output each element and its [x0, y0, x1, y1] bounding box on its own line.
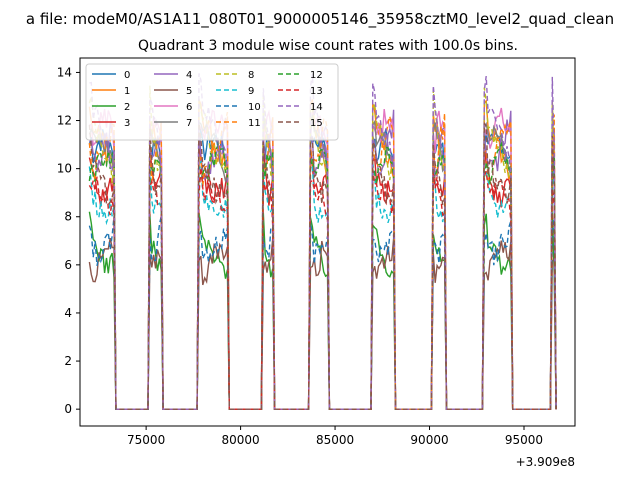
- legend-label-14: 14: [310, 102, 323, 113]
- y-tick-label: 4: [64, 306, 72, 320]
- y-tick-label: 6: [64, 258, 72, 272]
- legend-label-12: 12: [310, 70, 323, 81]
- legend-label-9: 9: [248, 86, 254, 97]
- legend-label-10: 10: [248, 102, 261, 113]
- legend-label-15: 15: [310, 118, 323, 129]
- series-line-14: [89, 73, 557, 410]
- legend-label-2: 2: [124, 102, 130, 113]
- x-tick-label: 80000: [221, 433, 259, 447]
- y-tick-label: 10: [57, 162, 72, 176]
- legend-label-11: 11: [248, 118, 261, 129]
- x-tick-label: 85000: [316, 433, 354, 447]
- legend-label-13: 13: [310, 86, 323, 97]
- plot-frame: [79, 57, 576, 427]
- x-tick-label: 75000: [127, 433, 165, 447]
- y-tick-label: 2: [64, 354, 72, 368]
- legend-label-3: 3: [124, 118, 130, 129]
- legend-label-4: 4: [186, 70, 192, 81]
- legend-label-1: 1: [124, 86, 130, 97]
- legend-label-6: 6: [186, 102, 192, 113]
- y-axis: 0 2 4 6 8 10 12 14: [57, 65, 80, 416]
- legend-label-8: 8: [248, 70, 254, 81]
- series-line-15: [88, 120, 557, 410]
- y-tick-label: 12: [57, 114, 72, 128]
- y-tick-label: 8: [64, 210, 72, 224]
- x-offset-label: +3.909e8: [516, 455, 575, 469]
- x-tick-label: 95000: [505, 433, 543, 447]
- legend-label-5: 5: [186, 86, 192, 97]
- legend-box: [85, 63, 339, 141]
- legend-label-0: 0: [124, 70, 130, 81]
- x-axis: 75000 80000 85000 90000 95000: [127, 426, 543, 447]
- y-tick-label: 0: [64, 402, 72, 416]
- x-tick-label: 90000: [410, 433, 448, 447]
- series-line-2: [88, 211, 557, 410]
- y-tick-label: 14: [57, 65, 72, 79]
- legend-label-7: 7: [186, 118, 192, 129]
- figure-suptitle: a file: modeM0/AS1A11_080T01_9000005146_…: [26, 10, 614, 29]
- chart-title: Quadrant 3 module wise count rates with …: [138, 38, 518, 54]
